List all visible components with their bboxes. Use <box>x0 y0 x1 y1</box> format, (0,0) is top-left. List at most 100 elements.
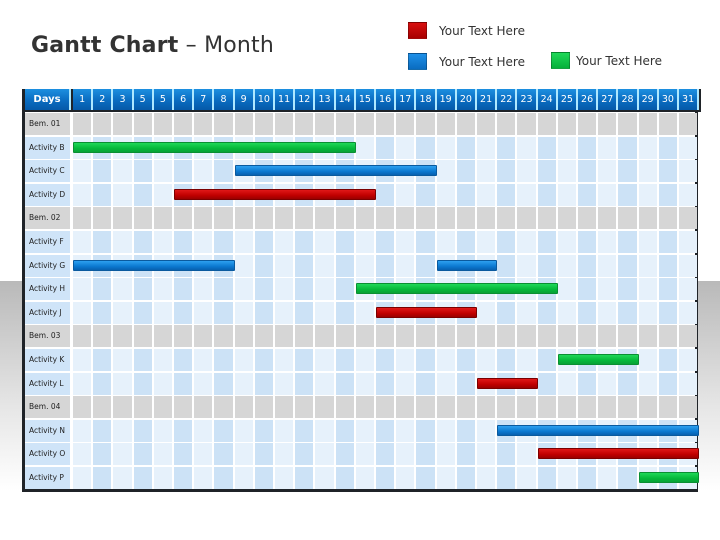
grid-cell <box>477 419 496 442</box>
grid-cell <box>679 301 698 324</box>
grid-cell <box>113 278 132 301</box>
grid-cell <box>73 443 92 466</box>
grid-cell <box>174 113 193 135</box>
grid-cell <box>295 349 314 371</box>
activity-row: Activity F <box>25 231 698 253</box>
grid-cell <box>436 396 455 419</box>
grid-cell <box>355 396 374 419</box>
title-bold: Gantt Chart <box>31 33 179 58</box>
grid-cell <box>679 231 698 253</box>
grid-cell <box>174 301 193 324</box>
grid-cell <box>618 160 637 183</box>
grid-cell <box>335 396 354 419</box>
grid-cell <box>254 231 273 253</box>
grid-cell <box>214 372 233 395</box>
gantt-bar-green[interactable] <box>355 283 558 295</box>
grid-cell <box>73 467 92 489</box>
grid-cell <box>436 136 455 159</box>
grid-cell <box>436 349 455 371</box>
grid-cell <box>618 207 637 230</box>
grid-cell <box>194 207 213 230</box>
grid-cell <box>497 254 516 277</box>
gantt-bar-red[interactable] <box>376 306 477 318</box>
grid-cell <box>537 301 556 324</box>
gantt-bar-green[interactable] <box>638 472 700 483</box>
legend-item-red: Your Text Here <box>408 22 525 39</box>
grid-cell <box>557 467 576 489</box>
grid-cell <box>254 301 273 324</box>
grid-cell <box>315 419 334 442</box>
grid-cell <box>234 278 253 301</box>
grid-cell <box>93 396 112 419</box>
grid-cell <box>598 231 617 253</box>
grid-cell <box>254 325 273 348</box>
grid-cell <box>598 278 617 301</box>
grid-cell <box>73 349 92 371</box>
row-label: Activity J <box>25 301 70 324</box>
grid-cell <box>537 207 556 230</box>
grid-cell <box>497 207 516 230</box>
grid-cell <box>275 372 294 395</box>
grid-cell <box>153 301 172 324</box>
gantt-bar-green[interactable] <box>73 141 356 153</box>
grid-cell <box>335 113 354 135</box>
grid-cell <box>133 278 152 301</box>
grid-cell <box>113 231 132 253</box>
row-label: Activity K <box>25 349 70 371</box>
activity-row: Activity P <box>25 467 700 489</box>
gantt-bar-blue[interactable] <box>73 259 235 271</box>
grid-cell <box>638 113 657 135</box>
row-label: Bem. 02 <box>25 207 70 230</box>
grid-cell <box>133 207 152 230</box>
grid-cell <box>456 467 475 489</box>
grid-cell <box>436 443 455 466</box>
header-day-27: 27 <box>598 89 619 110</box>
grid-cell <box>679 325 698 348</box>
grid-cell <box>133 183 152 206</box>
grid-cell <box>153 231 172 253</box>
grid-cell <box>618 301 637 324</box>
grid-cell <box>658 301 677 324</box>
grid-cell <box>517 325 536 348</box>
grid-cell <box>254 443 273 466</box>
gantt-bar-red[interactable] <box>174 188 376 200</box>
gantt-bar-green[interactable] <box>557 354 639 365</box>
grid-cell <box>254 419 273 442</box>
gantt-bar-blue[interactable] <box>497 424 700 436</box>
grid-cell <box>275 443 294 466</box>
grid-cell <box>658 254 677 277</box>
grid-cell <box>517 396 536 419</box>
activity-row: Activity K <box>25 349 698 371</box>
gantt-bar-blue[interactable] <box>436 259 498 271</box>
grid-cell <box>396 254 415 277</box>
grid-cell <box>254 254 273 277</box>
grid-cell <box>456 231 475 253</box>
gantt-bar-red[interactable] <box>477 377 538 389</box>
grid-cell <box>174 467 193 489</box>
gantt-bar-red[interactable] <box>537 448 700 460</box>
grid-cell <box>275 396 294 419</box>
grid-cell <box>234 254 253 277</box>
grid-cell <box>295 467 314 489</box>
activity-row: Activity N <box>25 419 700 442</box>
title-rest: – Month <box>178 33 275 58</box>
grid-cell <box>578 160 597 183</box>
header-day-23: 23 <box>517 89 538 110</box>
grid-cell <box>537 349 556 371</box>
grid-cell <box>355 443 374 466</box>
grid-cell <box>174 372 193 395</box>
grid-cell <box>517 160 536 183</box>
activity-row: Activity B <box>25 136 698 159</box>
grid-cell <box>376 254 395 277</box>
grid-cell <box>638 231 657 253</box>
grid-cell <box>295 301 314 324</box>
grid-cell <box>376 113 395 135</box>
row-label: Activity N <box>25 419 70 442</box>
grid-cell <box>234 207 253 230</box>
legend-label: Your Text Here <box>439 23 525 38</box>
gantt-bar-blue[interactable] <box>234 165 437 177</box>
grid-cell <box>93 113 112 135</box>
grid-cell <box>93 372 112 395</box>
grid-cell <box>93 160 112 183</box>
legend-item-green: Your Text Here <box>551 52 662 69</box>
